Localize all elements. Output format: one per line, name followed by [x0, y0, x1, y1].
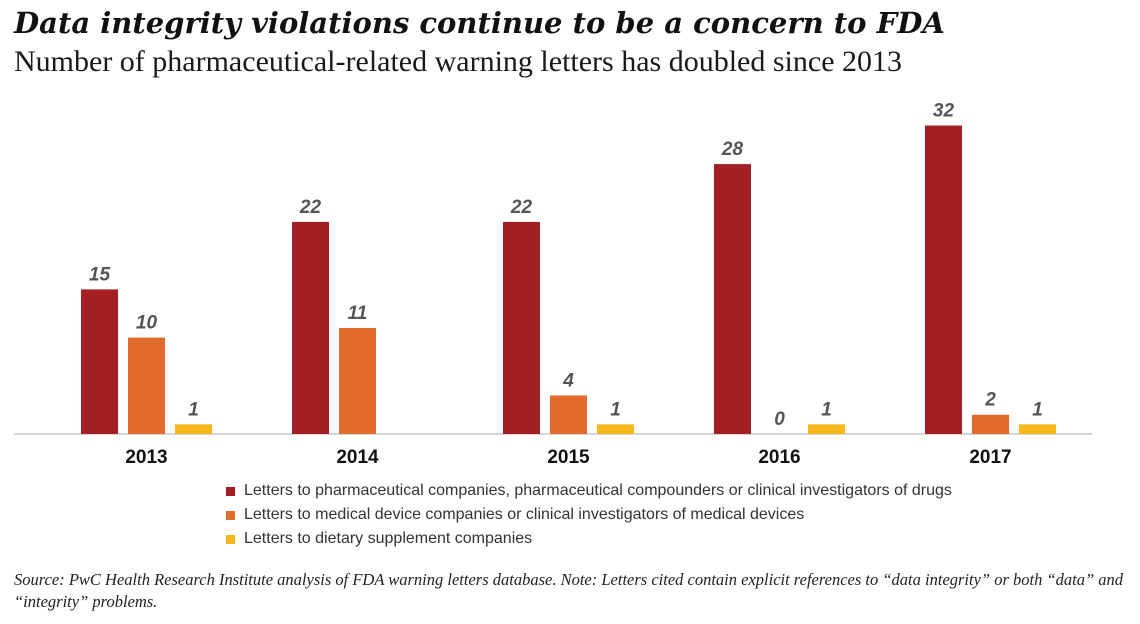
bar-2013-series-1 [81, 289, 118, 434]
data-label-2015-series-1: 22 [510, 197, 533, 218]
legend-item-device: Letters to medical device companies or c… [226, 503, 952, 527]
bar-2016-series-3 [808, 424, 845, 434]
bar-2016-series-1 [714, 164, 751, 434]
bar-2015-series-1 [503, 221, 540, 434]
bar-2017-series-2 [972, 414, 1009, 434]
bar-2013-series-3 [175, 424, 212, 434]
legend-swatch-device [226, 510, 235, 520]
source-footnote: Source: PwC Health Research Institute an… [14, 570, 1124, 611]
x-tick-label-2016: 2016 [758, 447, 800, 468]
bar-2017-series-1 [925, 125, 962, 434]
legend-label-device: Letters to medical device companies or c… [244, 506, 805, 523]
data-label-2013-series-2: 10 [136, 313, 158, 334]
data-label-2013-series-3: 1 [188, 399, 199, 420]
bar-2015-series-3 [597, 424, 634, 434]
legend-swatch-pharma [226, 486, 235, 496]
x-tick-label-2015: 2015 [547, 447, 590, 468]
bar-2015-series-2 [550, 395, 587, 434]
legend-label-pharma: Letters to pharmaceutical companies, pha… [244, 482, 952, 499]
bar-2014-series-2 [339, 327, 376, 434]
data-label-2017-series-1: 32 [933, 101, 955, 122]
data-label-2015-series-3: 1 [610, 399, 621, 420]
data-label-2016-series-3: 1 [821, 399, 832, 420]
x-tick-label-2014: 2014 [336, 447, 379, 468]
x-tick-label-2013: 2013 [125, 447, 167, 468]
data-label-2017-series-3: 1 [1032, 399, 1043, 420]
x-tick-label-2017: 2017 [969, 447, 1011, 468]
legend-item-supplement: Letters to dietary supplement companies [226, 527, 952, 551]
data-label-2013-series-1: 15 [89, 264, 111, 285]
legend-item-pharma: Letters to pharmaceutical companies, pha… [226, 479, 952, 503]
data-label-2016-series-2: 0 [774, 409, 785, 430]
bar-chart: 15 10 1 2013 22 11 2014 22 4 1 2015 28 0 1 2016 32 2 1 201… [14, 101, 1092, 468]
bar-2014-series-1 [292, 221, 329, 434]
legend-swatch-supplement [226, 534, 235, 544]
data-label-2014-series-1: 22 [299, 197, 322, 218]
bar-2017-series-3 [1019, 424, 1056, 434]
bar-2013-series-2 [128, 337, 165, 434]
data-label-2016-series-1: 28 [721, 139, 744, 160]
legend-label-supplement: Letters to dietary supplement companies [244, 530, 533, 547]
chart-subtitle: Number of pharmaceutical-related warning… [14, 45, 903, 78]
legend: Letters to pharmaceutical companies, pha… [226, 479, 952, 551]
data-label-2015-series-2: 4 [562, 370, 574, 391]
chart-title: Data integrity violations continue to be… [14, 6, 945, 40]
data-label-2017-series-2: 2 [984, 390, 996, 411]
data-label-2014-series-2: 11 [348, 303, 368, 324]
